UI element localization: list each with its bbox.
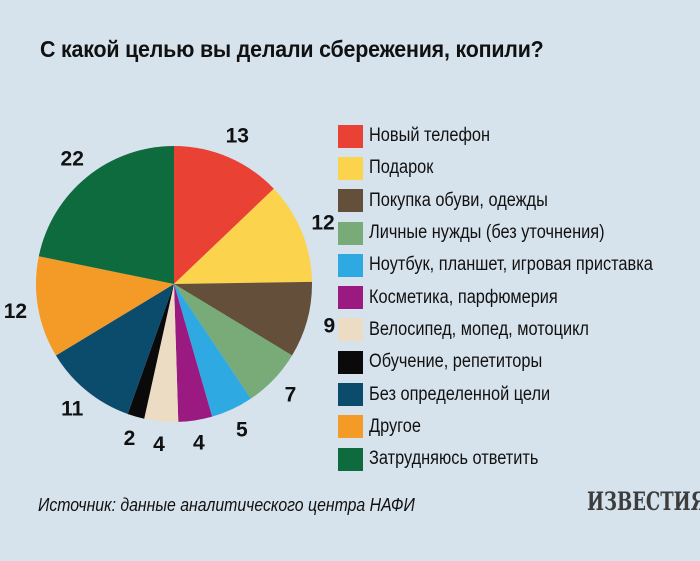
legend-swatch <box>338 415 363 439</box>
slice-value-label: 13 <box>226 125 249 148</box>
legend-swatch <box>338 253 363 277</box>
slice-value-label: 7 <box>285 384 297 407</box>
legend-label: Затрудняюсь ответить <box>369 448 539 470</box>
legend-item: Новый телефон <box>338 120 699 152</box>
pie-slice <box>38 146 175 284</box>
izvestia-logo: ИЗВЕСТИЯ <box>587 487 700 516</box>
slice-value-label: 2 <box>124 427 136 450</box>
pie-slice <box>174 284 293 399</box>
legend: Новый телефон Подарок Покупка обуви, одежд… <box>338 120 699 475</box>
legend-item: Обучение, репетиторы <box>338 346 699 378</box>
slice-value-label: 4 <box>193 432 205 455</box>
source-note: Источник: данные аналитического центра Н… <box>38 495 415 515</box>
legend-swatch <box>338 383 363 407</box>
legend-swatch <box>338 286 363 310</box>
legend-item: Велосипед, мопед, мотоцикл <box>338 314 699 346</box>
slice-value-label: 4 <box>153 433 165 456</box>
pie-slice <box>174 284 213 422</box>
legend-swatch <box>338 350 363 374</box>
legend-label: Косметика, парфюмерия <box>369 286 558 308</box>
legend-label: Другое <box>369 415 421 437</box>
legend-label: Ноутбук, планшет, игровая приставка <box>369 254 653 276</box>
pie-slice <box>174 284 251 417</box>
pie-slice <box>174 146 274 284</box>
legend-item: Другое <box>338 411 699 443</box>
legend-item: Личные нужды (без уточнения) <box>338 217 699 249</box>
pie-slice <box>35 256 174 356</box>
legend-item: Косметика, парфюмерия <box>338 281 699 313</box>
legend-swatch <box>338 189 363 213</box>
slice-value-label: 22 <box>61 148 84 171</box>
legend-item: Без определенной цели <box>338 378 699 410</box>
legend-swatch <box>338 124 363 148</box>
legend-item: Ноутбук, планшет, игровая приставка <box>338 249 699 281</box>
pie-slice <box>127 284 174 419</box>
pie-slice <box>174 281 312 356</box>
slice-value-label: 12 <box>4 300 27 323</box>
legend-label: Обучение, репетиторы <box>369 351 543 373</box>
slice-value-label: 9 <box>324 315 336 338</box>
legend-item: Затрудняюсь ответить <box>338 443 699 475</box>
pie-slice <box>55 284 174 414</box>
legend-swatch <box>338 221 363 245</box>
pie-slice <box>174 188 312 284</box>
pie-slice <box>144 284 179 422</box>
slice-value-label: 11 <box>61 397 84 420</box>
legend-label: Без определенной цели <box>369 383 551 405</box>
slice-value-label: 12 <box>311 212 334 235</box>
legend-item: Подарок <box>338 152 699 184</box>
legend-label: Новый телефон <box>369 125 491 147</box>
legend-label: Велосипед, мопед, мотоцикл <box>369 318 589 340</box>
chart-title: С какой целью вы делали сбережения, копи… <box>40 36 544 62</box>
slice-value-label: 5 <box>236 419 248 442</box>
legend-item: Покупка обуви, одежды <box>338 185 699 217</box>
legend-swatch <box>338 447 363 471</box>
legend-label: Покупка обуви, одежды <box>369 189 548 211</box>
legend-swatch <box>338 156 363 180</box>
legend-label: Личные нужды (без уточнения) <box>369 222 605 244</box>
legend-label: Подарок <box>369 157 434 179</box>
legend-swatch <box>338 318 363 342</box>
